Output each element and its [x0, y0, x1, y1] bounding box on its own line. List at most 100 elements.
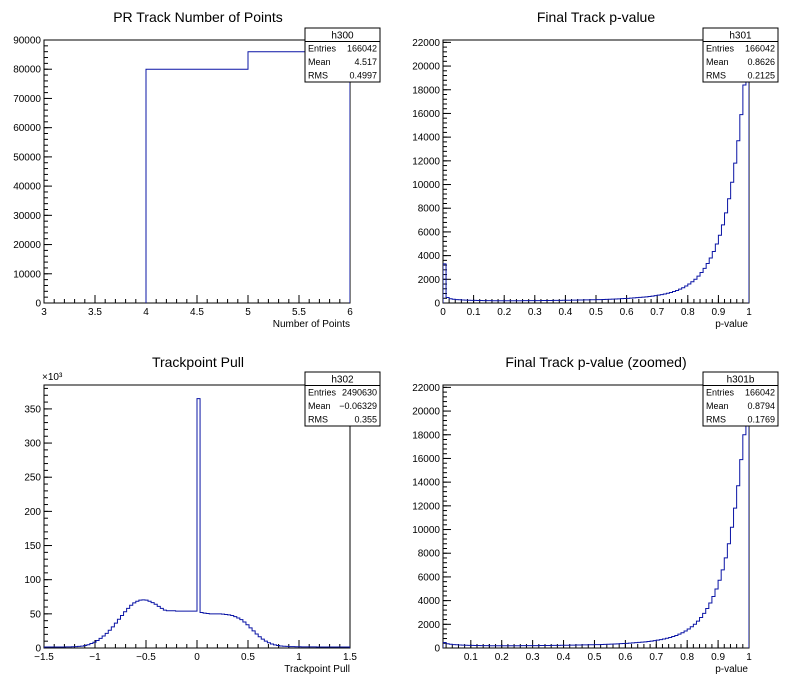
- y-tick-label: 300: [24, 439, 41, 450]
- histogram-bin: [231, 616, 234, 648]
- histogram-bin: [679, 289, 682, 303]
- histogram-bin: [642, 297, 645, 303]
- stats-row-value: 0.4997: [349, 71, 377, 81]
- stats-box-frame: [304, 27, 381, 83]
- histogram-bin: [628, 643, 631, 648]
- x-tick-label: 0.3: [528, 307, 542, 318]
- histogram-bin: [731, 182, 734, 303]
- histogram-bin: [715, 244, 718, 303]
- histogram-bin: [675, 635, 678, 648]
- histogram-bin: [660, 295, 663, 303]
- y-tick-label: 50: [30, 609, 42, 620]
- histogram-bin: [659, 640, 662, 648]
- x-tick-label: 0.8: [680, 652, 694, 663]
- histogram-bin: [625, 643, 628, 648]
- x-tick-label: 5.5: [292, 307, 306, 318]
- histogram-bin: [616, 644, 619, 648]
- histogram-line: [145, 51, 350, 303]
- y-tick-label: 10000: [13, 269, 41, 280]
- histogram-bin: [127, 608, 130, 648]
- histogram-bin: [669, 637, 672, 648]
- histogram-bin: [657, 295, 660, 303]
- stats-row-value: 0.8626: [747, 57, 775, 67]
- stats-row-label: Entries: [308, 44, 337, 54]
- histogram-bin: [737, 141, 740, 303]
- x-tick-label: 0.5: [241, 652, 255, 663]
- x-tick-label: 0.6: [618, 652, 632, 663]
- histogram-bin: [706, 264, 709, 303]
- histogram-bin: [666, 638, 669, 648]
- histogram-bin: [163, 610, 166, 648]
- stats-row-value: −0.06329: [339, 401, 377, 411]
- pad-trackpoint-pull: Trackpoint Pull −1.5 −1 −0.5 0 0.5 1 1.5 0 50 100 1…: [24, 354, 381, 675]
- histogram-bin: [688, 284, 691, 303]
- histogram-bin: [666, 293, 669, 303]
- histogram-bin: [157, 606, 160, 648]
- histogram-bin: [740, 115, 743, 303]
- x-tick-label: 6: [347, 307, 353, 318]
- stats-row-label: Mean: [706, 401, 729, 411]
- histogram-bin: [240, 620, 243, 648]
- x-tick-label: 3: [41, 307, 47, 318]
- histogram-bin: [700, 273, 703, 303]
- histogram-bin: [681, 633, 684, 648]
- x-tick-label: 3.5: [88, 307, 102, 318]
- y-tick-label: 8000: [418, 204, 441, 215]
- y-tick-label: 4000: [418, 251, 441, 262]
- histogram-bin: [221, 614, 224, 648]
- histogram-bin: [663, 294, 666, 303]
- x-tick-label: −0.5: [136, 652, 156, 663]
- x-tick-label: 0.3: [526, 652, 540, 663]
- y-tick-label: 10000: [412, 180, 440, 191]
- y-tick-label: 20000: [412, 407, 440, 418]
- histogram-bin: [662, 639, 665, 648]
- histogram-bin: [691, 282, 694, 303]
- histogram-bin: [194, 611, 197, 648]
- y-tick-label: 0: [35, 644, 41, 655]
- histogram-bin: [706, 609, 709, 648]
- y-tick-label: 0: [35, 299, 41, 310]
- histogram-bin: [630, 298, 633, 303]
- histogram-bin: [636, 298, 639, 303]
- histogram-bin: [133, 603, 136, 648]
- histogram-bin: [188, 611, 191, 648]
- histogram-bin: [718, 235, 721, 303]
- stats-box-frame: [702, 371, 779, 427]
- y-tick-label: 90000: [13, 36, 41, 47]
- histogram-bin: [215, 614, 218, 648]
- y-tick-label: 22000: [412, 38, 440, 49]
- histogram-bin: [703, 268, 706, 303]
- x-tick-label: 5: [245, 307, 251, 318]
- histogram-bin: [647, 641, 650, 648]
- histogram-bin: [653, 641, 656, 648]
- histogram-bin: [617, 299, 620, 303]
- histogram-bin: [743, 435, 746, 648]
- histogram-bin: [206, 614, 209, 648]
- y-tick-label: 70000: [13, 94, 41, 105]
- stats-row-value: 166042: [745, 388, 775, 398]
- x-tick-label: 0.8: [681, 307, 695, 318]
- histogram-bin: [693, 624, 696, 648]
- y-tick-label: 80000: [13, 65, 41, 76]
- y-tick-label: 2000: [418, 620, 441, 631]
- histogram-bin: [124, 612, 127, 648]
- stats-box-name: h301b: [727, 375, 755, 386]
- histogram-bin: [724, 558, 727, 648]
- histogram-bins: [443, 50, 749, 303]
- histogram-bin: [678, 634, 681, 648]
- histogram-line: [443, 395, 749, 648]
- x-tick-label: 0.6: [620, 307, 634, 318]
- y-tick-label: 18000: [412, 85, 440, 96]
- y-tick-label: 12000: [412, 501, 440, 512]
- x-tick-label: 0.4: [558, 307, 572, 318]
- histogram-bin: [627, 298, 630, 303]
- y-tick-label: 30000: [13, 211, 41, 222]
- stats-box: h301b Entries 166042 Mean 0.8794 RMS 0.1769: [702, 371, 779, 427]
- histogram-bin: [715, 589, 718, 648]
- histogram-bin: [687, 629, 690, 648]
- histogram-bin: [645, 297, 648, 303]
- x-tick-label: 4: [143, 307, 149, 318]
- stats-row-value: 0.8794: [747, 401, 775, 411]
- pad-final-track-p-value-zoomed: Final Track p-value (zoomed) 0.1 0.2 0.3 0.4…: [412, 354, 779, 675]
- histogram-bin: [191, 611, 194, 648]
